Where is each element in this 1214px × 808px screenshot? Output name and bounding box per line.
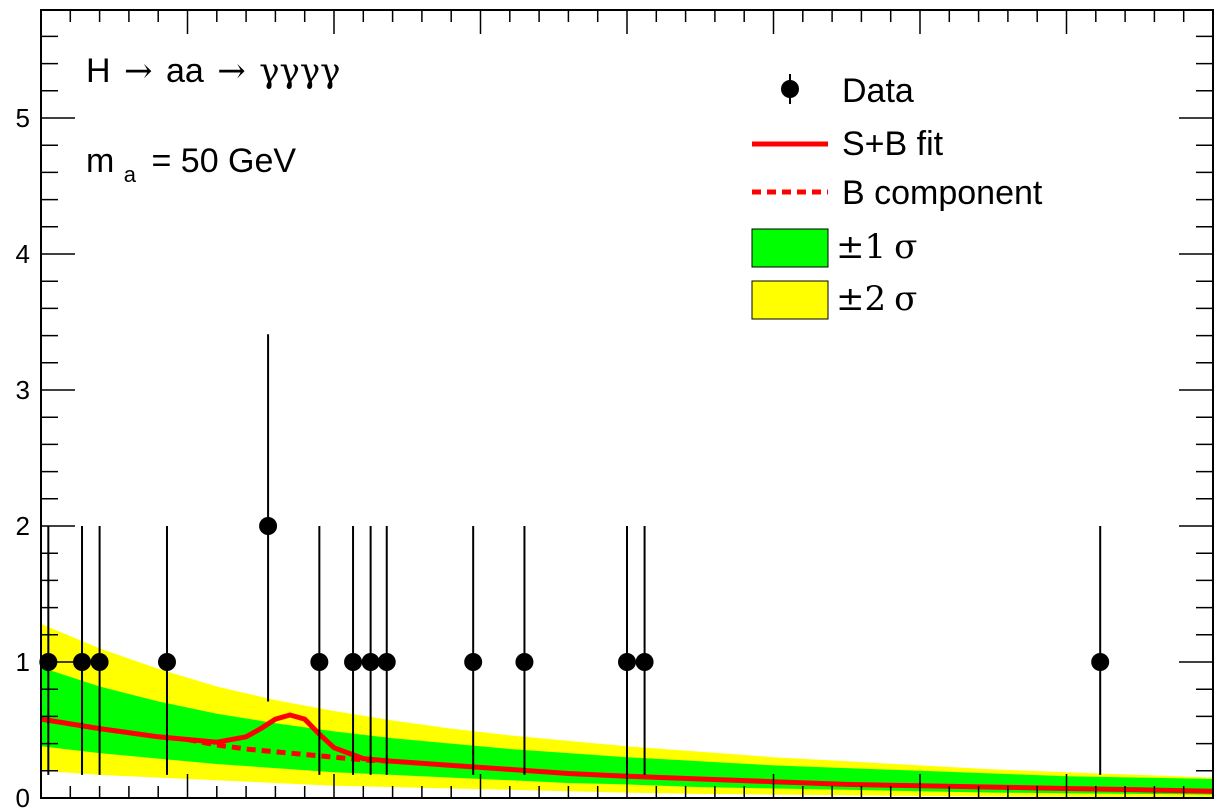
- data-point: [157, 526, 176, 775]
- uncertainty-bands: [41, 623, 1213, 798]
- data-marker: [618, 653, 636, 671]
- data-point: [361, 526, 380, 775]
- legend-band1-label: ±1 σ: [836, 227, 917, 267]
- y-tick-label: 0: [16, 783, 30, 808]
- data-point: [377, 526, 396, 775]
- legend: Data S+B fit B component ±1 σ ±2 σ: [751, 72, 1043, 320]
- data-point: [1091, 526, 1110, 775]
- plot-frame: [40, 9, 1214, 799]
- data-point: [344, 526, 363, 775]
- mass-subscript: a: [124, 162, 137, 187]
- data-marker: [464, 653, 483, 671]
- data-point: [635, 526, 654, 775]
- process-final: γγγγ: [259, 51, 340, 91]
- data-marker: [310, 653, 329, 671]
- data-marker: [361, 653, 380, 671]
- band-1sigma: [41, 667, 1213, 795]
- y-tick-label: 1: [16, 647, 30, 677]
- data-point: [73, 526, 92, 775]
- legend-band1-swatch: [751, 228, 829, 268]
- y-tick-label: 5: [16, 103, 30, 133]
- data-point: [259, 334, 278, 702]
- y-tick-label: 3: [16, 375, 30, 405]
- data-point: [90, 526, 109, 775]
- data-marker: [73, 653, 92, 671]
- legend-data-label: Data: [842, 72, 914, 110]
- data-marker: [344, 653, 363, 671]
- process-mid: aa: [166, 52, 204, 90]
- y-tick-label: 4: [16, 239, 30, 269]
- data-marker: [157, 653, 176, 671]
- data-points: [39, 334, 1110, 775]
- process-annotation: H → aa → γγγγ: [86, 51, 340, 91]
- process-arrow: →: [124, 51, 153, 91]
- legend-bkg-label: B component: [842, 174, 1043, 212]
- sb-fit-curve: [40, 712, 1214, 794]
- axis-ticks: 0 1 2 3 4 5: [16, 10, 1214, 808]
- legend-fit-label: S+B fit: [842, 125, 944, 163]
- process-prefix: H: [86, 52, 111, 90]
- data-point: [515, 526, 534, 775]
- legend-band2-label: ±2 σ: [836, 279, 917, 319]
- data-point: [310, 526, 329, 775]
- data-point: [618, 526, 636, 775]
- legend-band2-swatch: [751, 280, 829, 320]
- data-marker: [377, 653, 396, 671]
- data-marker: [515, 653, 534, 671]
- data-marker: [635, 653, 654, 671]
- data-point: [464, 526, 483, 775]
- mass-symbol: m: [86, 142, 114, 180]
- process-arrow-2: →: [217, 51, 246, 91]
- mass-value: = 50 GeV: [151, 142, 296, 180]
- data-marker: [1091, 653, 1110, 671]
- data-marker: [90, 653, 109, 671]
- legend-data-marker: [781, 80, 799, 98]
- mass-annotation: m a = 50 GeV: [86, 142, 296, 190]
- data-marker: [259, 517, 278, 535]
- fit-curves: [40, 712, 1214, 794]
- y-tick-label: 2: [16, 511, 30, 541]
